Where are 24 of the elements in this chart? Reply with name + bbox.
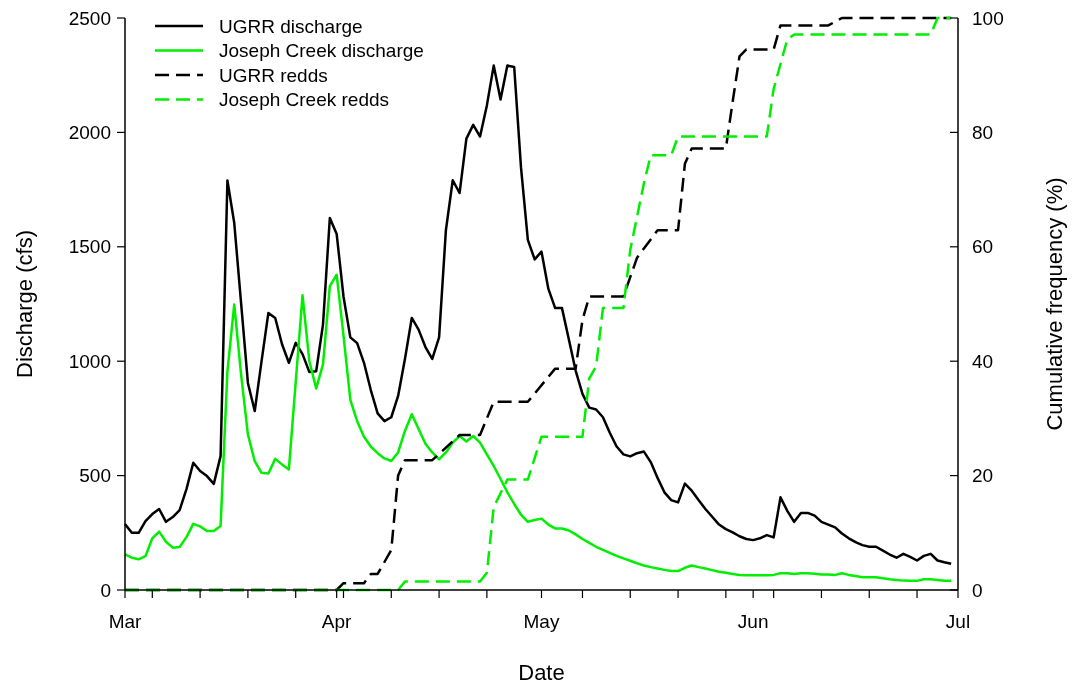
legend-label: Joseph Creek redds (219, 89, 390, 111)
y-tick-label: 0 (100, 579, 111, 601)
x-tick-label: Jul (945, 611, 971, 632)
y2-tick-label: 0 (972, 579, 983, 601)
y2-tick-label: 80 (972, 122, 994, 144)
y-tick-label: 1500 (68, 236, 111, 258)
y2-tick-label: 40 (972, 350, 994, 372)
legend-label: UGRR redds (219, 64, 328, 86)
legend-label: UGRR discharge (219, 15, 363, 37)
y2-tick-label: 20 (972, 465, 994, 487)
y-tick-label: 2000 (68, 122, 111, 144)
y-tick-label: 500 (79, 465, 111, 487)
y2-tick-label: 100 (972, 7, 1004, 29)
x-tick-label: Jun (737, 611, 769, 632)
y-tick-label: 2500 (68, 7, 111, 29)
y-axis-title: Discharge (cfs) (12, 230, 37, 378)
y2-axis-title: Cumulative frequency (%) (1042, 177, 1067, 431)
y2-tick-label: 60 (972, 236, 994, 258)
x-tick-label: Mar (108, 611, 143, 632)
x-tick-label: May (523, 611, 560, 632)
y-tick-label: 1000 (68, 350, 111, 372)
x-tick-label: Apr (321, 611, 353, 632)
x-axis-title: Date (518, 660, 565, 685)
legend-label: Joseph Creek discharge (219, 40, 424, 62)
